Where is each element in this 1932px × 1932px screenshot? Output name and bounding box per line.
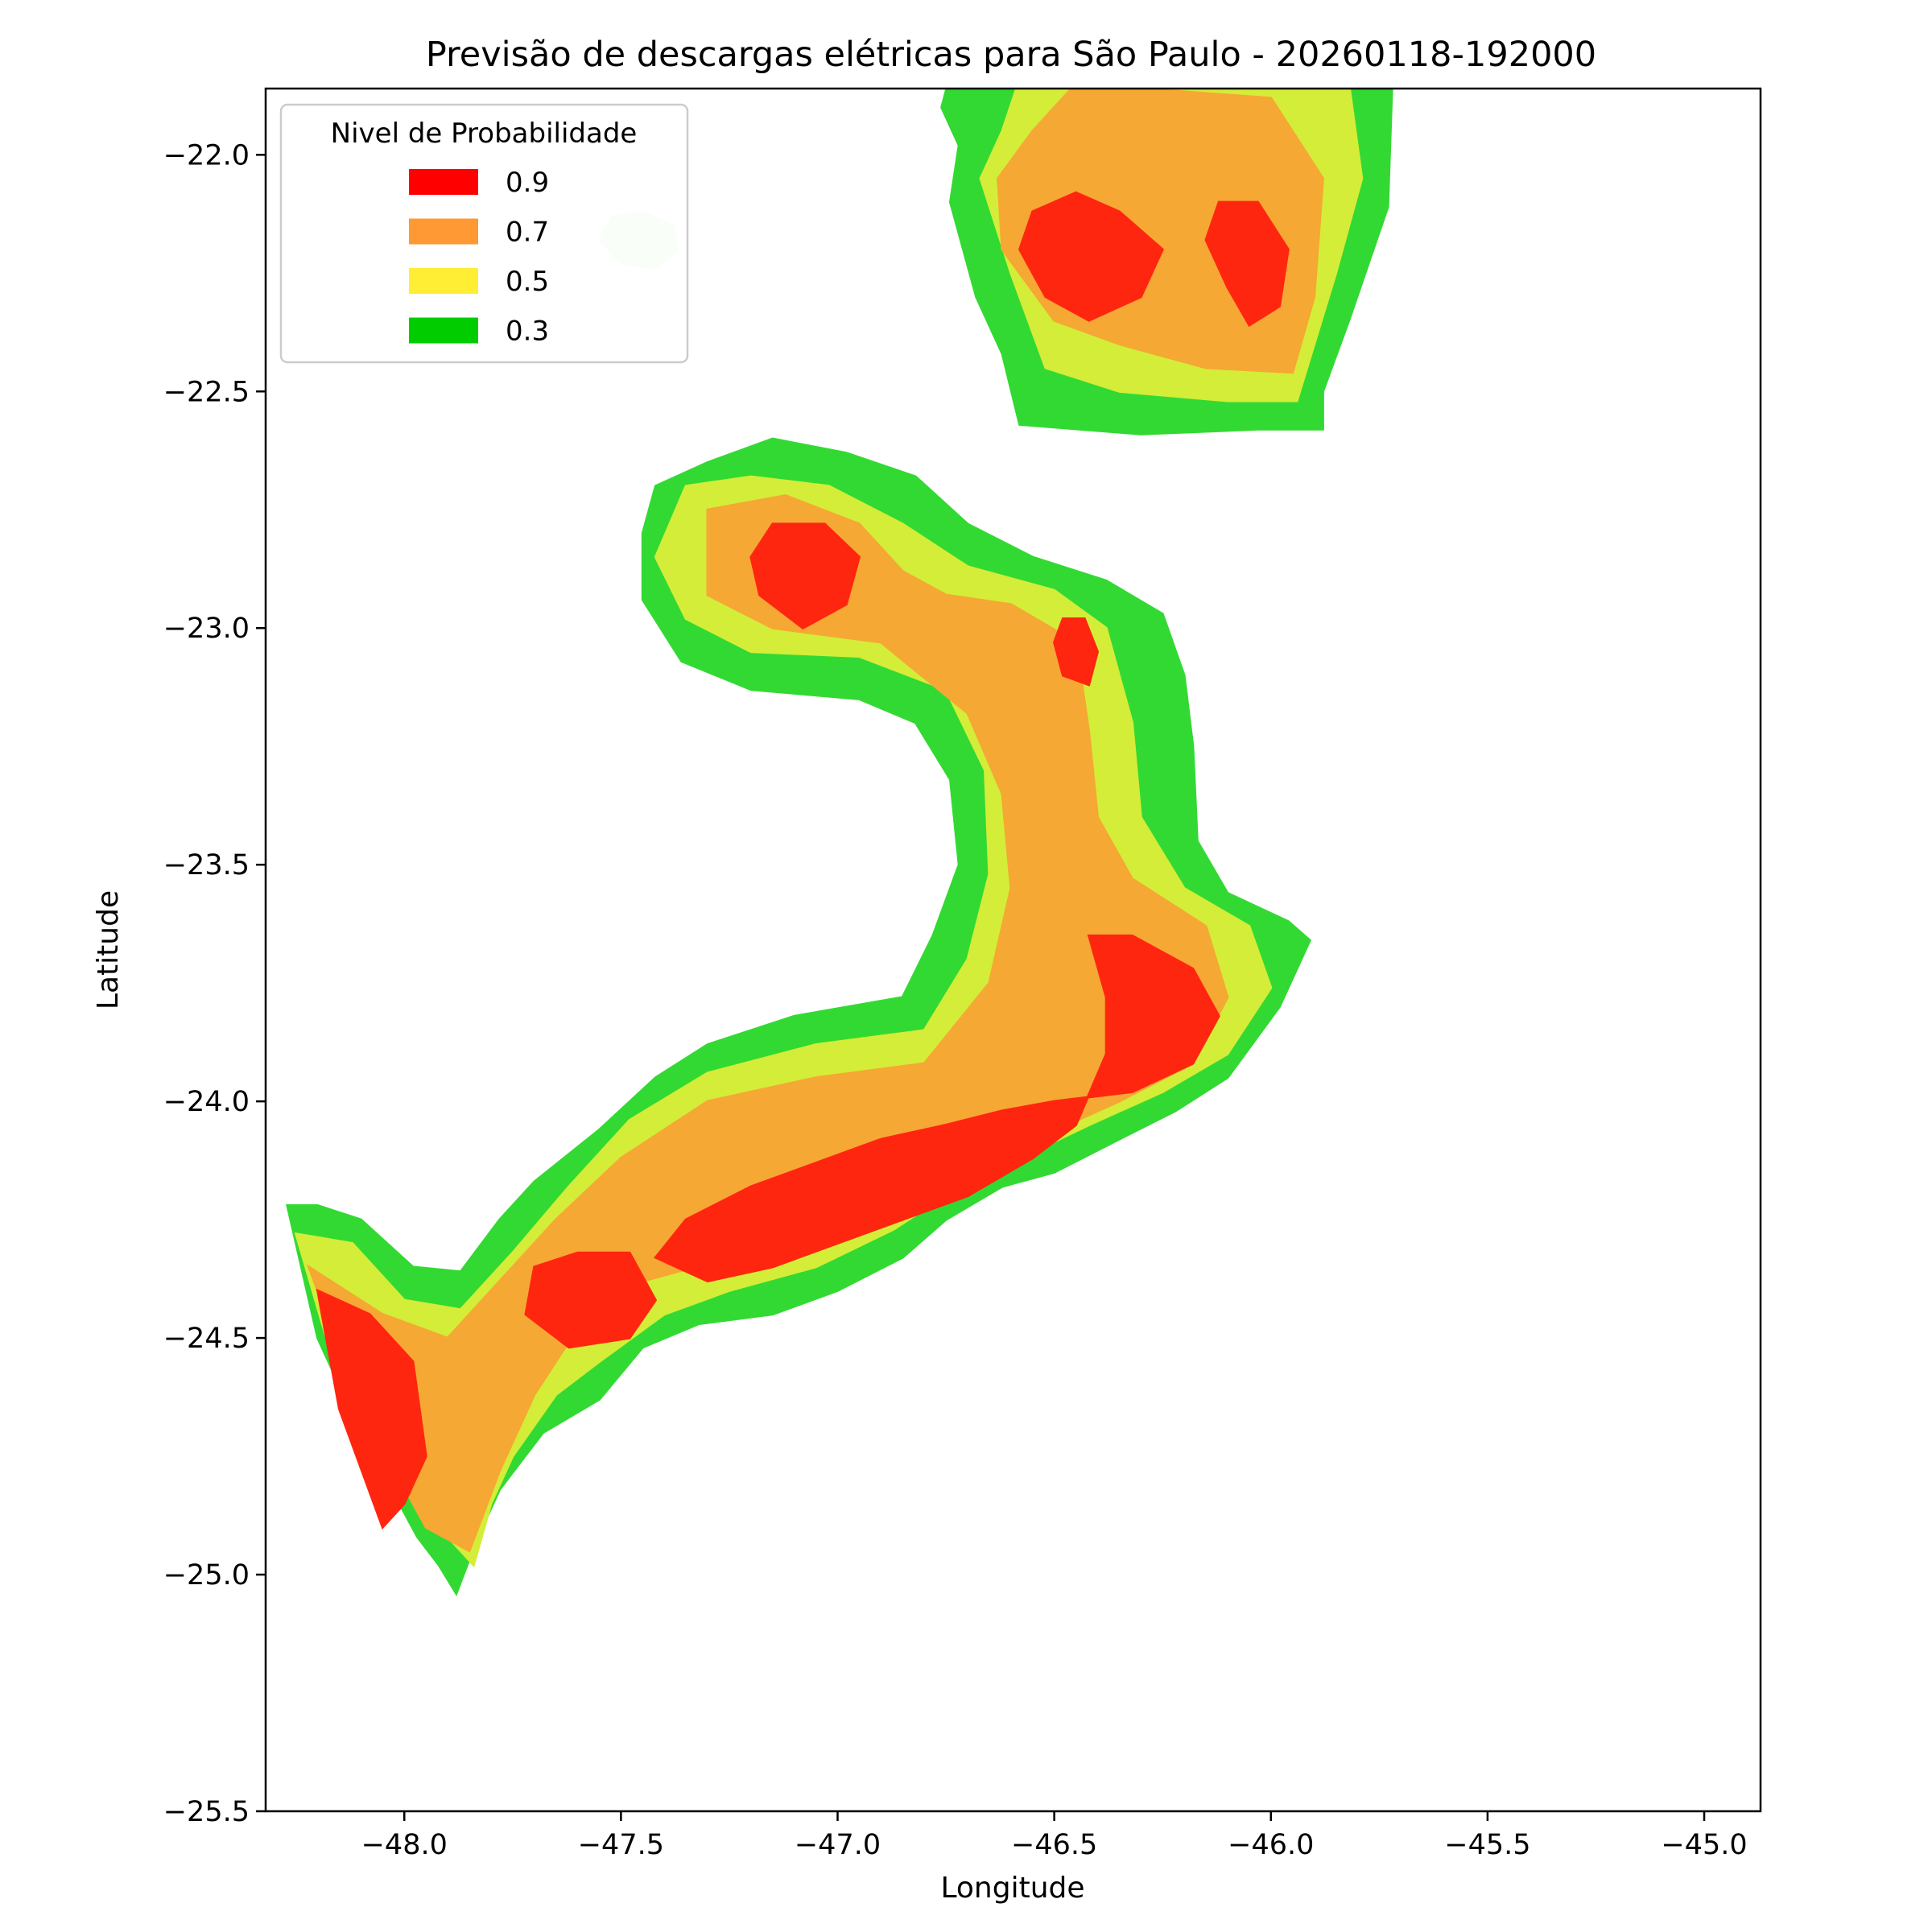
y-tick-label: −25.0 <box>163 1559 250 1591</box>
y-axis-label: Latitude <box>92 890 125 1009</box>
y-tick-label: −22.5 <box>163 376 250 408</box>
legend-label: 0.9 <box>506 167 549 199</box>
x-tick-label: −46.0 <box>1228 1829 1314 1861</box>
y-tick-label: −23.0 <box>163 613 250 645</box>
contour-region-p09-5 <box>524 1251 658 1349</box>
probability-contours <box>286 89 1393 1596</box>
legend-label: 0.5 <box>506 266 549 298</box>
x-tick-label: −45.5 <box>1444 1829 1530 1861</box>
y-tick-label: −22.0 <box>163 139 250 171</box>
x-tick-label: −46.5 <box>1011 1829 1097 1861</box>
legend-label: 0.3 <box>506 316 549 348</box>
contour-region-p09-6 <box>316 1288 427 1530</box>
y-tick-label: −24.5 <box>163 1323 250 1355</box>
y-axis-ticks: −22.0 −22.5 −23.0 −23.5 −24.0 −24.5 −25.0 −25.5 <box>163 139 266 1828</box>
contour-region-p09-1 <box>1204 200 1290 328</box>
chart-title: Previsão de descargas elétricas para São… <box>426 35 1596 75</box>
x-axis-ticks: −48.0 −47.5 −47.0 −46.5 −46.0 −45.5 −45.0 <box>361 1811 1748 1861</box>
legend: Nivel de Probabilidade 0.9 0.7 0.5 0.3 <box>279 103 689 364</box>
legend-entries: 0.9 0.7 0.5 0.3 <box>409 167 549 348</box>
y-tick-label: −23.5 <box>163 849 250 881</box>
contour-region-p09-0 <box>1018 191 1165 322</box>
legend-swatch <box>409 169 478 195</box>
x-tick-label: −47.0 <box>795 1829 881 1861</box>
contour-region-p09-3 <box>1053 617 1100 687</box>
y-tick-label: −25.5 <box>163 1796 250 1828</box>
x-tick-label: −48.0 <box>361 1829 448 1861</box>
x-axis-label: Longitude <box>940 1872 1084 1905</box>
y-tick-label: −24.0 <box>163 1086 250 1118</box>
plot-frame <box>264 87 1762 1813</box>
contour-region-p09-2 <box>749 522 861 630</box>
legend-swatch <box>409 317 478 344</box>
legend-box <box>279 103 689 364</box>
legend-title: Nivel de Probabilidade <box>331 118 638 150</box>
legend-swatch <box>409 218 478 245</box>
x-tick-label: −45.0 <box>1661 1829 1747 1861</box>
x-tick-label: −47.5 <box>578 1829 664 1861</box>
contour-region-p09-4 <box>654 934 1220 1283</box>
legend-label: 0.7 <box>506 217 549 249</box>
legend-swatch <box>409 268 478 294</box>
